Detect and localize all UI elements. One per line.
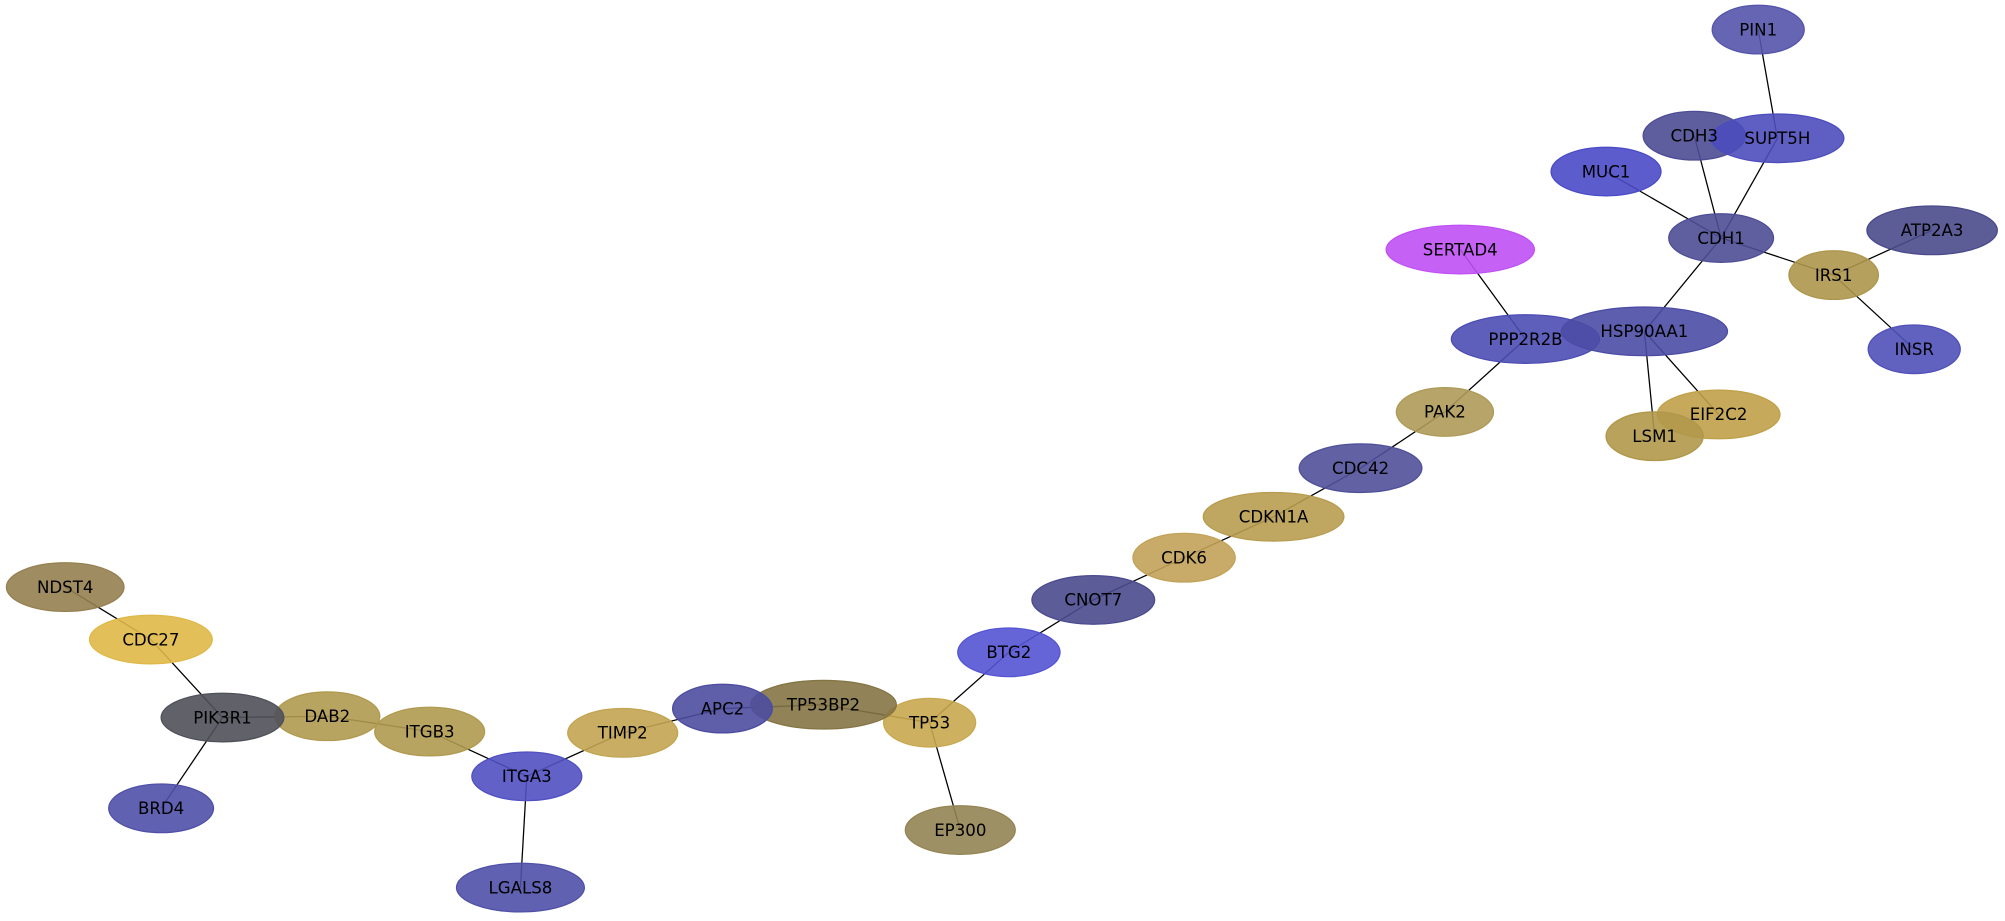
node-shape <box>671 683 773 734</box>
node-label: CDH1 <box>1697 229 1744 248</box>
node-shape <box>471 751 583 802</box>
node-shape <box>1132 532 1236 583</box>
node <box>1711 4 1805 55</box>
node-shape <box>957 627 1061 678</box>
node-label: LGALS8 <box>489 878 553 897</box>
node <box>1560 306 1729 357</box>
node-shape <box>160 692 285 743</box>
node-label: PIN1 <box>1739 20 1777 39</box>
node-shape <box>1668 213 1775 263</box>
node-shape <box>1202 491 1345 542</box>
node <box>957 627 1061 678</box>
node <box>1385 224 1536 275</box>
node-shape <box>1031 574 1156 625</box>
node <box>671 683 773 734</box>
node <box>1867 324 1961 375</box>
node-label: PAK2 <box>1424 403 1466 422</box>
node-shape <box>1866 205 1998 256</box>
node-label: APC2 <box>701 699 745 718</box>
nodes: PIN1 CDH3 SUPT5H MUC1 CDH1 ATP2A3 IRS1 SERTAD4 P… <box>5 4 1998 913</box>
node-label: TP53BP2 <box>786 696 860 715</box>
node <box>88 614 213 665</box>
node <box>882 697 977 748</box>
node <box>1788 250 1880 301</box>
node <box>1605 411 1704 462</box>
node <box>1298 443 1423 494</box>
node <box>1031 574 1156 625</box>
node-shape <box>1710 113 1845 164</box>
node-label: CDKN1A <box>1239 508 1309 527</box>
node <box>374 706 486 757</box>
node-shape <box>882 697 977 748</box>
node-shape <box>1560 306 1729 357</box>
node-label: TIMP2 <box>597 724 648 743</box>
node-label: EIF2C2 <box>1690 405 1748 424</box>
node-shape <box>1711 4 1805 55</box>
node-label: PIK3R1 <box>193 708 251 727</box>
node-label: NDST4 <box>37 578 93 597</box>
node <box>1668 213 1775 263</box>
node-shape <box>1298 443 1423 494</box>
node <box>108 783 215 834</box>
node-label: DAB2 <box>304 707 350 726</box>
node <box>1710 113 1845 164</box>
node-shape <box>108 783 215 834</box>
node-label: INSR <box>1895 340 1935 359</box>
node-shape <box>455 862 586 913</box>
node-label: SUPT5H <box>1744 129 1810 148</box>
node-shape <box>904 805 1016 855</box>
node-shape <box>1788 250 1880 301</box>
node-shape <box>1550 146 1662 197</box>
node-shape <box>1395 386 1495 437</box>
node-shape <box>5 562 125 613</box>
node <box>1550 146 1662 197</box>
node <box>904 805 1016 855</box>
node-shape <box>1867 324 1961 375</box>
node <box>455 862 586 913</box>
node-label: ITGB3 <box>405 722 455 741</box>
node-label: TP53 <box>908 713 950 732</box>
node-label: IRS1 <box>1815 266 1853 285</box>
node-label: CDC27 <box>122 630 179 649</box>
node-label: PPP2R2B <box>1488 330 1562 349</box>
node-label: HSP90AA1 <box>1600 322 1688 341</box>
node-shape <box>567 707 679 758</box>
node-shape <box>88 614 213 665</box>
node-label: LSM1 <box>1632 427 1677 446</box>
node-label: EP300 <box>934 821 986 840</box>
node-shape <box>1605 411 1704 462</box>
node <box>471 751 583 802</box>
node-label: CDC42 <box>1332 459 1389 478</box>
node-label: CNOT7 <box>1064 591 1122 610</box>
node-label: CDK6 <box>1161 548 1207 567</box>
node <box>160 692 285 743</box>
node-label: SERTAD4 <box>1423 240 1498 259</box>
node-label: BRD4 <box>138 799 184 818</box>
node <box>1866 205 1998 256</box>
node-label: ATP2A3 <box>1901 221 1964 240</box>
node <box>567 707 679 758</box>
node-label: BTG2 <box>986 643 1031 662</box>
node-label: MUC1 <box>1582 162 1631 181</box>
node-shape <box>1385 224 1536 275</box>
node <box>1202 491 1345 542</box>
node-label: ITGA3 <box>502 767 552 786</box>
node-label: CDH3 <box>1671 126 1718 145</box>
node-shape <box>374 706 486 757</box>
node <box>5 562 125 613</box>
node <box>1132 532 1236 583</box>
node <box>1395 386 1495 437</box>
